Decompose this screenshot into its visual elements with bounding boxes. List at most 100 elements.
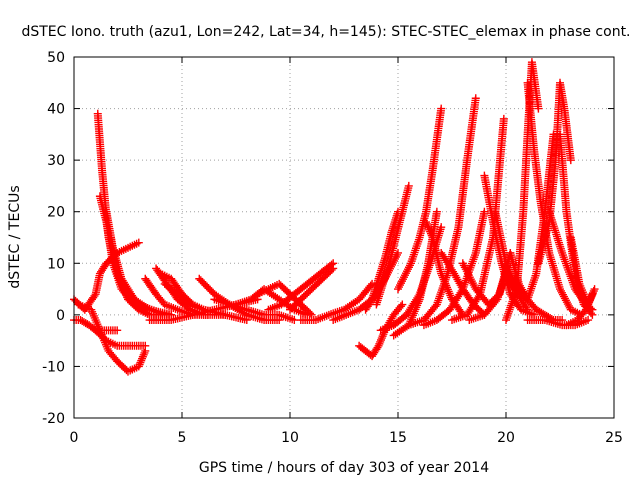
x-tick-label: 10 [281,430,299,446]
data-point [139,350,148,359]
series-26 [394,104,446,294]
data-point [582,303,591,312]
data-point [138,352,147,361]
data-point [114,271,123,280]
data-point [136,358,145,367]
data-point [90,291,99,300]
data-point [562,298,571,307]
data-point [558,290,567,299]
data-point [563,300,572,309]
data-point [375,339,384,348]
data-point [134,362,143,371]
data-point [122,286,131,295]
data-point [329,264,338,273]
data-point [499,114,508,123]
y-tick-label: 40 [47,102,65,118]
data-point [113,326,122,335]
data-point [398,300,407,309]
data-point [437,104,446,113]
data-points [70,58,599,376]
data-point [566,156,575,165]
data-point [135,360,144,369]
data-point [138,354,147,363]
y-tick-label: -10 [42,359,65,375]
data-point [437,223,446,232]
data-point [587,292,596,301]
data-point [583,301,592,310]
data-point [118,278,127,287]
data-point [113,269,122,278]
data-point [367,297,375,306]
y-tick-label: 20 [47,205,65,221]
data-point [115,273,124,282]
x-tick-label: 15 [389,430,407,446]
series-11 [160,279,251,325]
series-37 [502,58,543,325]
data-point [534,104,543,113]
plot-frame [73,56,615,419]
x-axis-title: GPS time / hours of day 303 of year 2014 [199,460,489,476]
data-point [404,181,413,190]
data-point [585,296,594,305]
series-44 [562,290,597,330]
series-2 [74,300,150,376]
series-28 [404,94,480,330]
data-point [373,343,382,352]
series-3 [91,326,150,350]
data-point [427,231,436,240]
data-point [141,341,150,350]
series-23 [372,181,413,309]
data-point [557,288,566,297]
data-point [376,337,385,346]
data-point [480,207,489,216]
data-point [556,285,564,294]
data-point [560,294,569,303]
data-point [581,305,590,314]
data-point [422,219,431,228]
series-7 [106,233,169,319]
series-38 [523,78,586,319]
data-point [590,285,599,294]
data-point [559,292,568,301]
data-point [422,218,431,227]
data-point [377,334,386,343]
y-tick-label: 0 [56,308,65,324]
data-point [140,348,149,357]
data-point [134,238,143,247]
y-axis-title: dSTEC / TECUs [7,185,23,288]
series-21 [355,300,407,361]
data-point [327,265,336,274]
data-point [376,335,385,344]
y-tick-label: -20 [42,411,65,427]
data-point [374,341,383,350]
data-point [432,207,441,216]
data-point [424,223,433,232]
data-point [426,229,435,238]
data-point [119,280,128,289]
data-point [564,301,573,310]
axis-ticks: 0 5 10 15 20 25 -20 -10 0 10 20 30 40 50 [42,50,623,446]
x-tick-label: 5 [178,430,187,446]
data-point [121,284,130,293]
data-point [137,356,146,365]
series-18 [286,264,338,314]
data-point [426,227,435,236]
series-42 [545,207,597,314]
data-point [556,286,565,295]
data-point [120,282,129,291]
data-point [396,302,405,311]
y-tick-label: 10 [47,256,65,272]
data-point [584,299,593,308]
data-point [585,297,594,306]
series-39 [534,78,575,268]
data-point [588,290,597,299]
y-tick-label: 50 [47,50,65,66]
data-point [423,221,432,230]
x-tick-label: 25 [605,430,623,446]
x-tick-label: 20 [497,430,515,446]
data-point [586,294,595,303]
data-point [116,275,125,284]
data-point [561,296,570,305]
y-tick-label: 30 [47,153,65,169]
